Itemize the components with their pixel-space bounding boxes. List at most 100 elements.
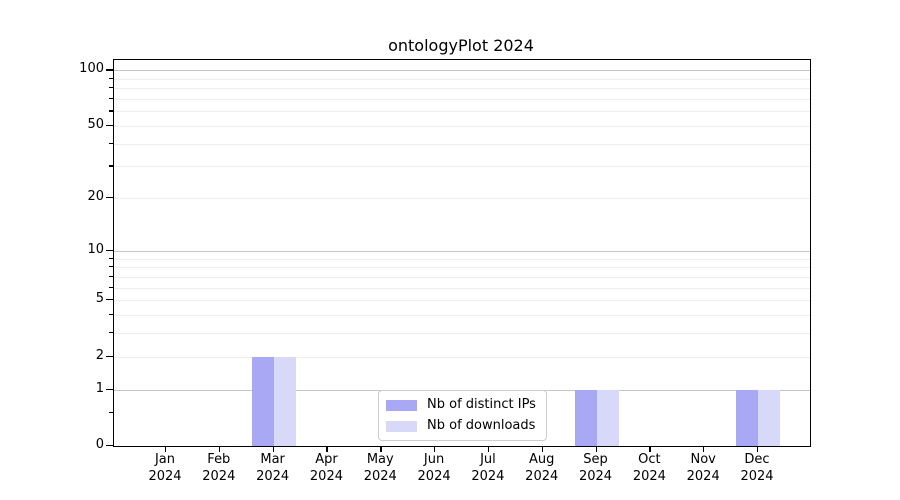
y-minor-tick-mark (109, 165, 113, 167)
x-tick-month: Jul (480, 452, 496, 467)
x-tick-year: 2024 (363, 469, 397, 484)
y-minor-tick-mark (109, 110, 113, 112)
y-minor-tick-mark (109, 257, 113, 259)
y-tick-label: 0 (95, 437, 104, 452)
x-tick-year: 2024 (525, 469, 559, 484)
minor-gridline (114, 314, 810, 316)
major-gridline (114, 70, 810, 72)
minor-gridline (114, 111, 810, 113)
x-tick-mark (595, 446, 597, 453)
y-tick-mark (106, 124, 113, 127)
minor-gridline (114, 287, 810, 289)
y-tick-mark (106, 355, 113, 357)
x-tick-label: Dec 2024 (722, 451, 792, 485)
y-minor-tick-mark (109, 332, 113, 334)
y-minor-tick-mark (109, 313, 113, 316)
major-gridline (114, 250, 810, 252)
x-tick-month: May (366, 452, 394, 467)
x-tick-label: Nov 2024 (668, 451, 738, 485)
x-tick-month: Mar (260, 452, 285, 467)
minor-gridline (114, 125, 810, 127)
x-tick-month: Aug (529, 452, 555, 467)
bar-distinct-ips (736, 389, 758, 446)
legend-item-downloads: Nb of downloads (386, 418, 536, 434)
x-tick-label: Jul 2024 (453, 451, 523, 485)
y-tick-mark (106, 249, 113, 252)
plot-area (113, 59, 811, 447)
bar-distinct-ips (251, 356, 274, 446)
legend-label-downloads: Nb of downloads (427, 418, 536, 433)
y-tick-mark (106, 445, 113, 447)
bar-downloads (758, 389, 780, 446)
x-tick-month: Sep (583, 452, 608, 467)
y-tick-label: 1 (95, 380, 104, 396)
y-tick-label: 2 (95, 347, 104, 363)
x-tick-month: Nov (690, 452, 716, 467)
x-tick-year: 2024 (256, 469, 290, 484)
x-tick-label: Oct 2024 (614, 451, 684, 485)
x-tick-mark (434, 446, 436, 453)
x-tick-year: 2024 (417, 469, 451, 484)
y-tick-label: 10 (87, 241, 104, 257)
y-tick-label: 5 (95, 291, 104, 307)
minor-gridline (114, 300, 810, 302)
y-tick-label: 100 (79, 61, 104, 77)
x-tick-month: Jun (423, 452, 445, 467)
y-tick-mark (106, 299, 113, 301)
x-tick-label: Sep 2024 (561, 451, 631, 485)
minor-gridline (114, 78, 810, 80)
bars-layer (114, 60, 810, 446)
y-tick-label: 50 (87, 116, 104, 132)
x-tick-label: Mar 2024 (238, 451, 308, 485)
y-tick-label: 20 (87, 189, 104, 205)
x-tick-label: Jan 2024 (130, 451, 200, 485)
x-tick-mark (380, 446, 382, 453)
bar-downloads (596, 389, 619, 446)
x-tick-month: Jan (154, 452, 176, 467)
y-minor-tick-mark (109, 87, 113, 89)
y-tick-mark (106, 69, 113, 71)
y-minor-tick-mark (109, 142, 113, 144)
x-tick-month: Feb (207, 452, 231, 467)
y-minor-tick-mark (109, 411, 113, 414)
x-tick-year: 2024 (686, 469, 720, 484)
x-tick-month: Dec (744, 452, 770, 467)
x-tick-mark (218, 446, 221, 453)
minor-gridline (114, 333, 810, 335)
x-tick-mark (541, 446, 544, 453)
x-tick-month: Apr (315, 452, 338, 467)
x-tick-label: Jun 2024 (399, 451, 469, 485)
legend-item-distinct-ips: Nb of distinct IPs (386, 397, 536, 413)
y-tick-mark (106, 197, 113, 199)
x-tick-mark (649, 446, 651, 453)
legend-label-distinct-ips: Nb of distinct IPs (427, 397, 536, 412)
y-minor-tick-mark (109, 275, 113, 277)
x-tick-label: May 2024 (345, 451, 415, 485)
minor-gridline (114, 88, 810, 90)
x-tick-year: 2024 (578, 469, 613, 484)
x-tick-month: Oct (638, 452, 661, 467)
y-minor-tick-mark (109, 77, 113, 79)
chart-title: ontologyPlot 2024 (388, 36, 534, 55)
x-tick-label: Aug 2024 (507, 451, 577, 485)
y-minor-tick-mark (109, 286, 113, 288)
y-tick-mark (106, 388, 113, 390)
legend-swatch-downloads (386, 420, 417, 432)
x-tick-year: 2024 (740, 469, 774, 484)
x-tick-year: 2024 (309, 469, 343, 484)
bar-downloads (273, 356, 296, 446)
x-tick-mark (272, 446, 274, 453)
minor-gridline (114, 198, 810, 200)
x-tick-year: 2024 (471, 469, 505, 484)
x-tick-year: 2024 (148, 469, 182, 484)
minor-gridline (114, 166, 810, 168)
x-tick-mark (165, 446, 167, 453)
minor-gridline (114, 258, 810, 260)
gridlines-layer (114, 60, 810, 446)
x-tick-mark (326, 446, 328, 453)
x-tick-label: Apr 2024 (291, 451, 361, 485)
minor-gridline (114, 267, 810, 269)
